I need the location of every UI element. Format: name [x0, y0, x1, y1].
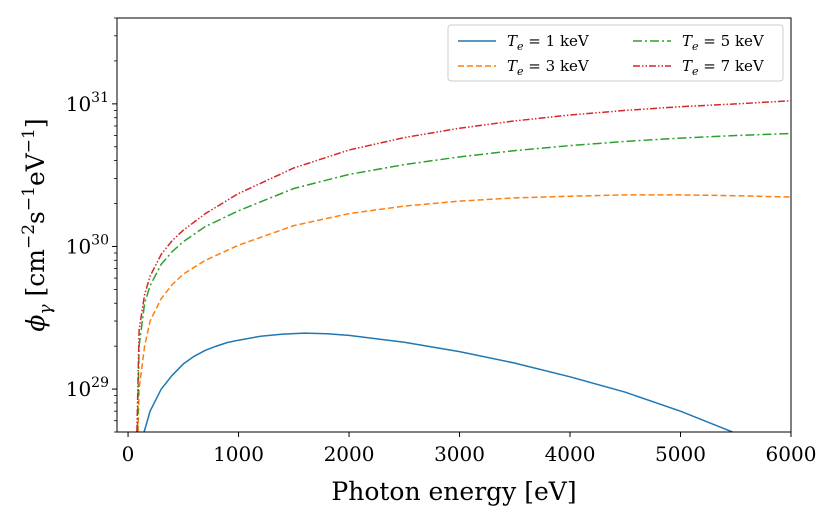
series-line-7-kev — [136, 100, 791, 432]
legend-label-5kev: Te = 5 keV — [682, 32, 765, 53]
x-tick-label: 5000 — [655, 442, 706, 466]
x-tick-label: 1000 — [213, 442, 264, 466]
series-layer — [136, 100, 791, 432]
ticks-layer: 0 1000 2000 3000 4000 5000 6000 1029 1030 1031 — [66, 17, 817, 466]
legend-box — [447, 24, 784, 82]
plot-frame — [116, 17, 792, 433]
legend-entry-5kev: Te = 5 keV — [633, 32, 765, 53]
y-title-units-close: ] — [21, 118, 50, 128]
legend-label-7kev: Te = 7 keV — [682, 57, 765, 78]
x-tick-label: 4000 — [545, 442, 596, 466]
legend-label-3kev: Te = 3 keV — [507, 57, 590, 78]
y-tick-label: 1029 — [66, 375, 109, 401]
x-tick-label: 0 — [122, 442, 135, 466]
y-title-exp3: −1 — [19, 128, 39, 153]
series-line-3-kev — [137, 194, 791, 432]
y-title-subscript: γ — [36, 304, 56, 315]
series-line-5-kev — [136, 132, 791, 432]
y-title-symbol: ϕ — [21, 315, 50, 332]
legend-entry-3kev: Te = 3 keV — [458, 57, 590, 78]
y-tick-label: 1031 — [66, 90, 109, 116]
y-title-units-open: [cm — [21, 249, 50, 305]
series-line-1-kev — [143, 332, 735, 432]
legend-entry-7kev: Te = 7 keV — [633, 57, 765, 78]
legend-label-1kev: Te = 1 keV — [507, 32, 590, 53]
legend-entry-1kev: Te = 1 keV — [458, 32, 590, 53]
y-title-exp2: −1 — [19, 186, 39, 211]
y-title-exp1: −2 — [19, 224, 39, 249]
x-axis-title: Photon energy [eV] — [331, 477, 576, 506]
y-tick-label: 1030 — [66, 232, 109, 258]
x-tick-label: 3000 — [434, 442, 485, 466]
y-axis-title: ϕγ [cm−2s−1eV−1] — [19, 118, 56, 331]
legend: Te = 1 keV Te = 3 keV Te = 5 keV Te = 7 … — [447, 24, 784, 82]
x-tick-label: 6000 — [766, 442, 817, 466]
x-tick-label: 2000 — [324, 442, 375, 466]
y-title-ev: eV — [21, 152, 50, 186]
plot-background — [117, 18, 791, 432]
y-title-s: s — [21, 211, 50, 224]
